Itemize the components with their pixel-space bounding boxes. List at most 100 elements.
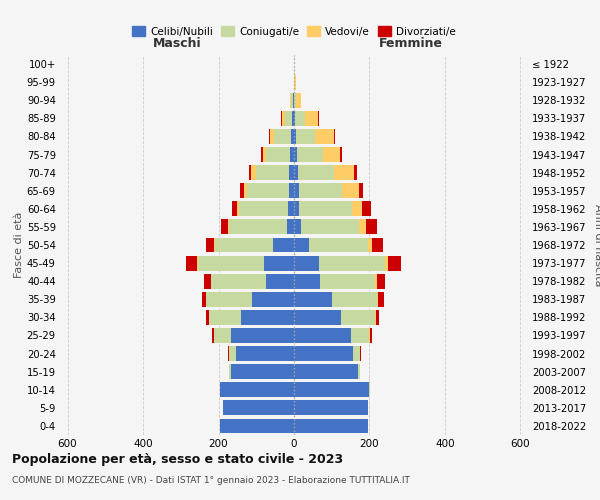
Bar bbox=[294, 165, 298, 180]
Bar bbox=[261, 147, 263, 162]
Bar bbox=[385, 256, 388, 270]
Bar bbox=[282, 111, 285, 126]
Bar bbox=[221, 220, 227, 234]
Bar bbox=[206, 292, 252, 306]
Bar bbox=[315, 129, 334, 144]
Bar bbox=[294, 310, 341, 325]
Bar bbox=[244, 184, 247, 198]
Bar bbox=[229, 220, 287, 234]
Text: Maschi: Maschi bbox=[152, 36, 202, 50]
Text: COMUNE DI MOZZECANE (VR) - Dati ISTAT 1° gennaio 2023 - Elaborazione TUTTITALIA.: COMUNE DI MOZZECANE (VR) - Dati ISTAT 1°… bbox=[12, 476, 410, 485]
Bar bbox=[285, 111, 292, 126]
Bar bbox=[229, 346, 235, 361]
Bar bbox=[206, 310, 209, 325]
Bar bbox=[264, 256, 294, 270]
Bar bbox=[237, 202, 239, 216]
Bar bbox=[274, 129, 291, 144]
Bar bbox=[368, 238, 372, 252]
Bar bbox=[281, 111, 282, 126]
Bar bbox=[251, 165, 256, 180]
Bar bbox=[263, 147, 266, 162]
Bar bbox=[294, 129, 296, 144]
Bar bbox=[235, 346, 294, 361]
Bar bbox=[370, 328, 372, 343]
Bar bbox=[298, 165, 334, 180]
Bar bbox=[290, 93, 292, 108]
Bar bbox=[318, 111, 319, 126]
Bar bbox=[202, 292, 206, 306]
Bar bbox=[294, 147, 297, 162]
Bar bbox=[229, 364, 230, 379]
Bar bbox=[320, 274, 375, 288]
Bar bbox=[204, 274, 211, 288]
Bar bbox=[227, 220, 229, 234]
Bar bbox=[230, 328, 294, 343]
Bar bbox=[294, 328, 350, 343]
Bar bbox=[220, 382, 294, 397]
Bar bbox=[239, 202, 288, 216]
Bar bbox=[341, 310, 375, 325]
Bar bbox=[377, 274, 385, 288]
Bar bbox=[209, 310, 241, 325]
Bar bbox=[247, 184, 289, 198]
Bar bbox=[342, 184, 359, 198]
Bar bbox=[288, 202, 294, 216]
Bar bbox=[214, 238, 215, 252]
Bar bbox=[273, 238, 294, 252]
Bar bbox=[266, 147, 290, 162]
Bar bbox=[270, 129, 274, 144]
Bar bbox=[295, 111, 305, 126]
Bar bbox=[289, 165, 294, 180]
Bar bbox=[294, 220, 301, 234]
Bar bbox=[294, 238, 309, 252]
Bar bbox=[256, 165, 289, 180]
Bar bbox=[232, 202, 237, 216]
Bar bbox=[378, 292, 384, 306]
Bar bbox=[350, 328, 370, 343]
Bar bbox=[294, 400, 368, 415]
Bar bbox=[305, 111, 318, 126]
Bar bbox=[340, 147, 343, 162]
Bar bbox=[323, 147, 340, 162]
Bar bbox=[293, 93, 294, 108]
Bar bbox=[372, 238, 383, 252]
Bar bbox=[353, 346, 360, 361]
Bar bbox=[185, 256, 197, 270]
Bar bbox=[230, 364, 294, 379]
Bar bbox=[294, 292, 332, 306]
Bar bbox=[359, 184, 362, 198]
Bar bbox=[294, 382, 370, 397]
Bar bbox=[366, 220, 377, 234]
Text: Popolazione per età, sesso e stato civile - 2023: Popolazione per età, sesso e stato civil… bbox=[12, 452, 343, 466]
Bar bbox=[294, 184, 299, 198]
Bar bbox=[295, 93, 296, 108]
Bar bbox=[358, 364, 361, 379]
Bar bbox=[249, 165, 251, 180]
Bar bbox=[360, 346, 361, 361]
Bar bbox=[301, 220, 359, 234]
Bar bbox=[377, 292, 378, 306]
Bar bbox=[289, 184, 294, 198]
Bar bbox=[352, 202, 362, 216]
Bar bbox=[291, 129, 294, 144]
Bar bbox=[252, 292, 294, 306]
Bar bbox=[297, 147, 323, 162]
Bar bbox=[294, 274, 320, 288]
Bar bbox=[294, 418, 368, 434]
Bar bbox=[292, 93, 293, 108]
Bar bbox=[375, 310, 376, 325]
Bar bbox=[388, 256, 401, 270]
Bar bbox=[241, 184, 244, 198]
Bar bbox=[241, 310, 294, 325]
Bar bbox=[334, 129, 335, 144]
Bar bbox=[332, 292, 377, 306]
Bar bbox=[197, 256, 198, 270]
Bar bbox=[376, 310, 379, 325]
Bar bbox=[296, 93, 301, 108]
Bar bbox=[228, 346, 229, 361]
Bar bbox=[211, 274, 266, 288]
Y-axis label: Anni di nascita: Anni di nascita bbox=[593, 204, 600, 286]
Bar bbox=[334, 165, 355, 180]
Bar bbox=[287, 220, 294, 234]
Bar bbox=[292, 111, 294, 126]
